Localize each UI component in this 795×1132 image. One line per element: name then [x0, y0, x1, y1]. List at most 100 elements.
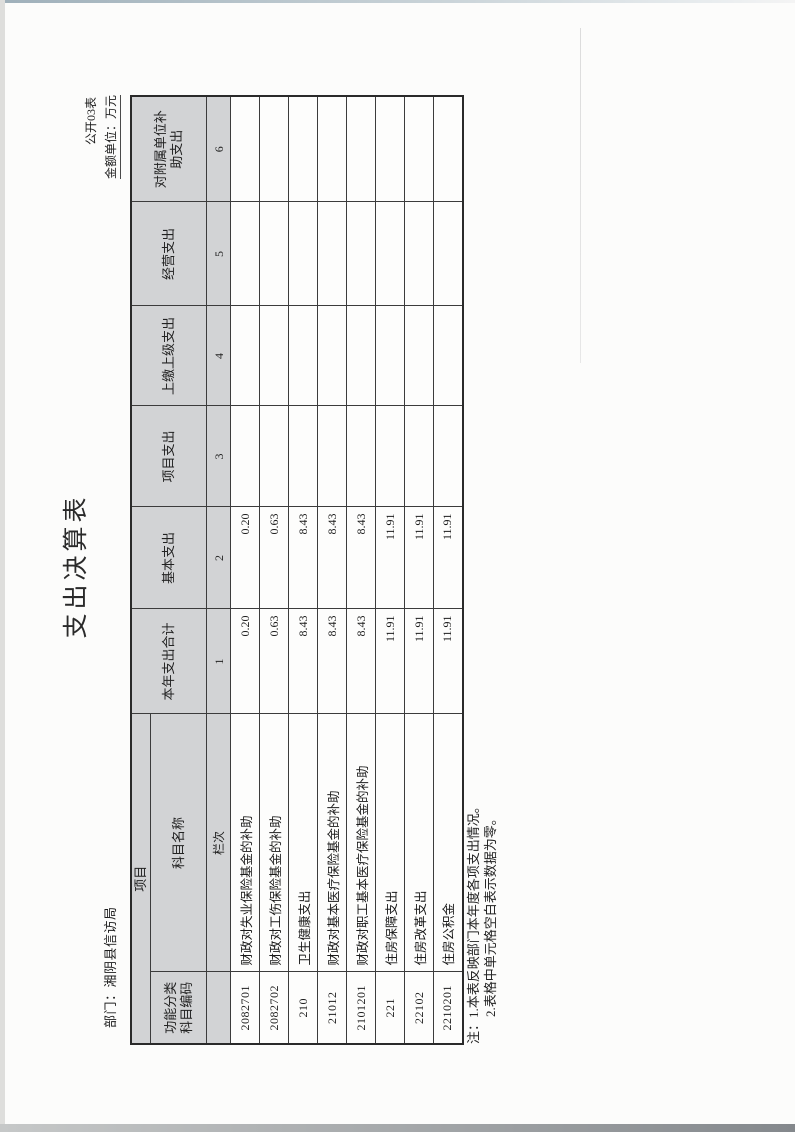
department-label: 部门：湘阴县信访局 [103, 906, 118, 1028]
name-cell: 住房保障支出 [375, 713, 405, 972]
left-edge-shadow [0, 0, 5, 1132]
table-row: 2210201 住房公积金 11.91 11.91 [433, 95, 463, 1044]
basic-expenditure-cell: 11.91 [404, 506, 434, 609]
code-cell: 2082701 [230, 972, 260, 1044]
subsidy-cell [375, 95, 405, 202]
code-cell: 2082702 [259, 972, 289, 1044]
subsidy-cell [259, 95, 289, 202]
operating-expenditure-cell [433, 201, 463, 306]
form-number-label: 公开03表 [84, 97, 98, 146]
table-row: 221 住房保障支出 11.91 11.91 [375, 95, 405, 1044]
table-body: 2082701 财政对失业保险基金的补助 0.20 0.20 2082702 财政对工伤保… [230, 95, 463, 1044]
project-expenditure-cell [259, 405, 289, 507]
code-cell: 21012 [317, 972, 347, 1044]
total-expenditure-cell: 0.20 [230, 608, 260, 714]
upper-level-cell [375, 305, 405, 406]
column-number-cell: 6 [206, 95, 231, 202]
code-cell: 210 [288, 972, 318, 1044]
subsidy-cell [317, 95, 347, 202]
total-expenditure-cell: 8.43 [288, 608, 318, 714]
code-cell: 2210201 [433, 972, 463, 1044]
money-column-header-subsidy: 对附属单位补 助支出 [131, 95, 207, 202]
scan-crease-line [580, 28, 581, 363]
column-number-cell: 3 [206, 405, 231, 507]
name-cell: 财政对失业保险基金的补助 [230, 713, 260, 972]
column-number-cell: 1 [206, 608, 231, 714]
total-expenditure-cell: 0.63 [259, 608, 289, 714]
table-row: 2082702 财政对工伤保险基金的补助 0.63 0.63 [259, 95, 289, 1044]
subsidy-cell [433, 95, 463, 202]
upper-level-cell [404, 305, 434, 406]
total-expenditure-cell: 11.91 [433, 608, 463, 714]
money-column-header-operating: 经营支出 [131, 201, 207, 306]
money-column-header-basic: 基本支出 [131, 506, 207, 609]
name-cell: 财政对职工基本医疗保险基金的补助 [346, 713, 376, 972]
project-expenditure-cell [288, 405, 318, 507]
operating-expenditure-cell [375, 201, 405, 306]
name-cell: 财政对基本医疗保险基金的补助 [317, 713, 347, 972]
project-expenditure-cell [375, 405, 405, 507]
header-row-lanci: 栏次 1 2 3 4 5 6 [206, 95, 231, 1044]
table-header: 项目 本年支出合计 基本支出 项目支出 上缴上级支出 经营支出 对附属单位补 助… [131, 95, 231, 1044]
subsidy-cell [404, 95, 434, 202]
note-line: 注：1.本表反映部门本年度各项支出情况。 [466, 800, 481, 1044]
total-expenditure-cell: 11.91 [404, 608, 434, 714]
upper-level-cell [259, 305, 289, 406]
column-number-cell: 2 [206, 506, 231, 609]
operating-expenditure-cell [259, 201, 289, 306]
total-expenditure-cell: 8.43 [317, 608, 347, 714]
operating-expenditure-cell [288, 201, 318, 306]
basic-expenditure-cell: 0.20 [230, 506, 260, 609]
basic-expenditure-cell: 0.63 [259, 506, 289, 609]
lanci-cell: 栏次 [206, 713, 231, 972]
column-number-cell: 4 [206, 305, 231, 406]
function-code-header: 功能分类 科目编码 [150, 972, 207, 1044]
upper-level-cell [317, 305, 347, 406]
project-expenditure-cell [317, 405, 347, 507]
lanci-empty-cell [206, 972, 231, 1044]
operating-expenditure-cell [230, 201, 260, 306]
subsidy-cell [288, 95, 318, 202]
operating-expenditure-cell [317, 201, 347, 306]
page-title: 支出决算表 [63, 493, 90, 639]
money-column-header-upper: 上缴上级支出 [131, 305, 207, 406]
money-column-header-total: 本年支出合计 [131, 608, 207, 714]
top-edge-shadow [0, 0, 795, 3]
project-expenditure-cell [433, 405, 463, 507]
upper-level-cell [433, 305, 463, 406]
table-row: 2082701 财政对失业保险基金的补助 0.20 0.20 [230, 95, 260, 1044]
subject-name-header: 科目名称 [150, 713, 207, 972]
table-notes: 注：1.本表反映部门本年度各项支出情况。 2.表格中单元格空白表示数据为零。 [465, 800, 499, 1044]
money-column-header-project-exp: 项目支出 [131, 405, 207, 507]
project-expenditure-cell [230, 405, 260, 507]
bottom-edge-shadow [0, 1124, 795, 1132]
subsidy-cell [230, 95, 260, 202]
name-cell: 住房改革支出 [404, 713, 434, 972]
basic-expenditure-cell: 8.43 [346, 506, 376, 609]
code-cell: 221 [375, 972, 405, 1044]
basic-expenditure-cell: 11.91 [433, 506, 463, 609]
expenditure-table: 项目 本年支出合计 基本支出 项目支出 上缴上级支出 经营支出 对附属单位补 助… [130, 94, 464, 1045]
upper-level-cell [288, 305, 318, 406]
project-expenditure-cell [346, 405, 376, 507]
table-row: 22102 住房改革支出 11.91 11.91 [404, 95, 434, 1044]
note-line: 2.表格中单元格空白表示数据为零。 [483, 812, 498, 1017]
upper-level-cell [346, 305, 376, 406]
operating-expenditure-cell [346, 201, 376, 306]
table-row: 210 卫生健康支出 8.43 8.43 [288, 95, 318, 1044]
name-cell: 卫生健康支出 [288, 713, 318, 972]
name-cell: 住房公积金 [433, 713, 463, 972]
basic-expenditure-cell: 11.91 [375, 506, 405, 609]
amount-unit-label: 金额单位：万元 [102, 95, 121, 180]
project-expenditure-cell [404, 405, 434, 507]
total-expenditure-cell: 8.43 [346, 608, 376, 714]
column-number-cell: 5 [206, 201, 231, 306]
total-expenditure-cell: 11.91 [375, 608, 405, 714]
header-row-project: 项目 本年支出合计 基本支出 项目支出 上缴上级支出 经营支出 对附属单位补 助… [131, 95, 207, 1044]
table-row: 21012 财政对基本医疗保险基金的补助 8.43 8.43 [317, 95, 347, 1044]
table-row: 2101201 财政对职工基本医疗保险基金的补助 8.43 8.43 [346, 95, 376, 1044]
upper-level-cell [230, 305, 260, 406]
operating-expenditure-cell [404, 201, 434, 306]
project-header: 项目 [131, 713, 151, 1044]
